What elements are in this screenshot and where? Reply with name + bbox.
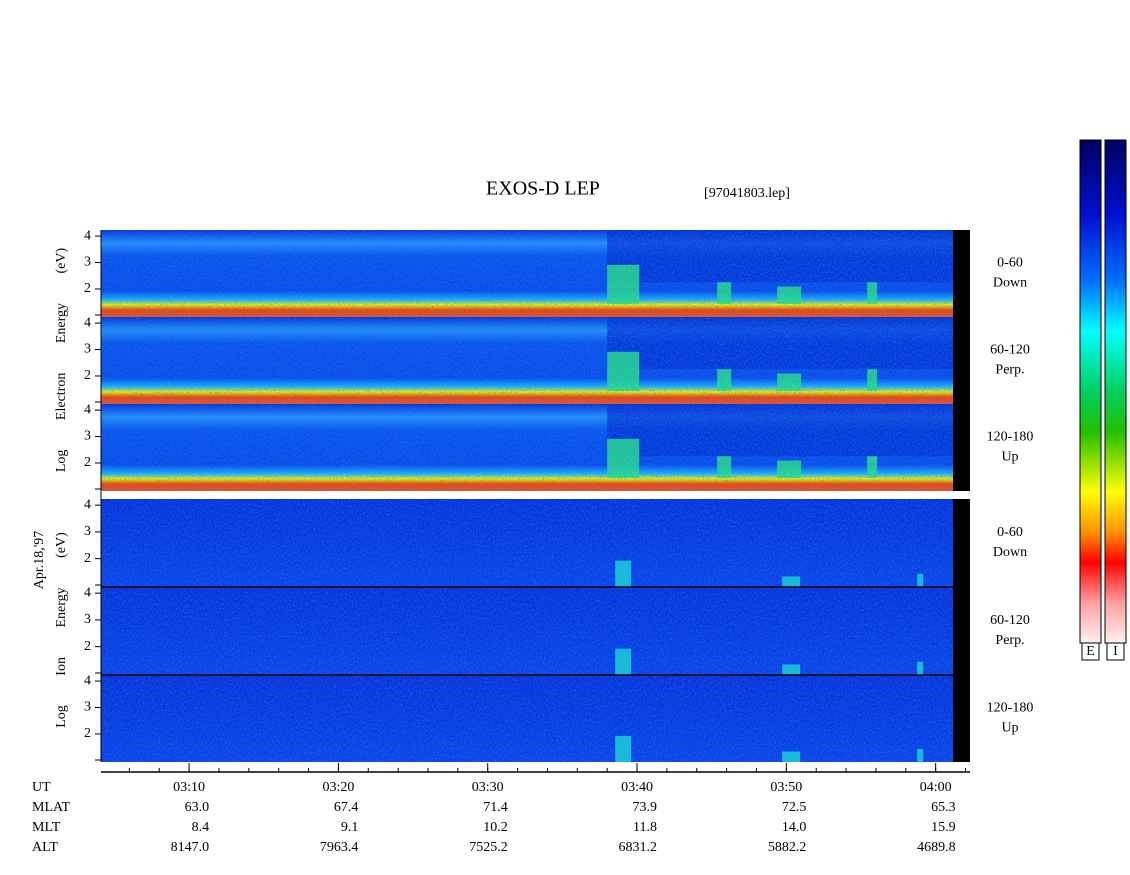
y-tick-label: 3	[84, 612, 91, 627]
row-value: 7525.2	[469, 840, 508, 855]
data-gap	[953, 230, 970, 317]
y-tick-label: 2	[84, 281, 91, 296]
colorbar-box	[1106, 642, 1125, 661]
row-value: 11.8	[633, 820, 657, 835]
spectrogram-noise	[101, 675, 953, 762]
y-tick-label: 4	[84, 497, 91, 512]
y-tick-label: 3	[84, 255, 91, 270]
colorbar-box	[1081, 642, 1100, 661]
y-tick-label: 3	[84, 429, 91, 444]
row-value: 8.4	[192, 820, 210, 835]
y-tick-label: 2	[84, 551, 91, 566]
spectrogram-noise	[101, 230, 953, 317]
row-value: 4689.8	[917, 840, 956, 855]
y-tick-label: 2	[84, 639, 91, 654]
row-label: MLAT	[32, 800, 71, 815]
panel-label: Down	[993, 276, 1027, 291]
row-value: 14.0	[782, 820, 807, 835]
row-value: 71.4	[483, 800, 508, 815]
chart-title: EXOS-D LEP	[486, 178, 600, 200]
data-gap	[953, 317, 970, 404]
y-tick-label: 2	[84, 368, 91, 383]
row-value: 15.9	[931, 820, 956, 835]
panel-label: Up	[1001, 450, 1018, 465]
x-tick-label: 03:10	[173, 780, 205, 795]
colorbar	[1104, 139, 1127, 644]
colorbars: E I	[1079, 139, 1127, 661]
data-gap	[953, 499, 970, 587]
y-axis-label: Log Electron Energy (eV)	[54, 248, 69, 473]
y-axis-label: Log Ion Energy (eV)	[54, 532, 69, 728]
y-tick-label: 2	[84, 455, 91, 470]
row-value: 5882.2	[768, 840, 807, 855]
y-tick-label: 3	[84, 342, 91, 357]
row-label: ALT	[32, 840, 58, 855]
colorbar-label: I	[1113, 644, 1118, 659]
row-value: 10.2	[483, 820, 508, 835]
y-tick-label: 4	[84, 228, 91, 243]
data-gap	[953, 587, 970, 675]
row-value: 67.4	[334, 800, 359, 815]
date-label: Apr.18,'97	[32, 531, 47, 590]
row-value: 72.5	[782, 800, 807, 815]
y-tick-label: 3	[84, 524, 91, 539]
colorbar	[1079, 139, 1102, 644]
spectrogram-noise	[101, 317, 953, 404]
y-tick-label: 4	[84, 402, 91, 417]
y-tick-label: 4	[84, 315, 91, 330]
panel-label: 0-60	[997, 256, 1023, 271]
x-tick-label: 03:40	[621, 780, 653, 795]
panel-label: 60-120	[990, 613, 1030, 628]
spectrogram-noise	[101, 499, 953, 587]
y-tick-label: 4	[84, 673, 91, 688]
panel-label: 120-180	[987, 430, 1034, 445]
spectrogram-noise	[101, 587, 953, 675]
x-tick-label: 03:20	[322, 780, 354, 795]
panel-label: Perp.	[995, 633, 1024, 648]
panel-label: 120-180	[987, 701, 1034, 716]
row-value: 7963.4	[320, 840, 359, 855]
y-tick-label: 3	[84, 700, 91, 715]
row-label: UT	[32, 780, 51, 795]
x-tick-label: 03:30	[472, 780, 504, 795]
spectrogram-noise	[101, 404, 953, 491]
y-tick-label: 4	[84, 585, 91, 600]
x-tick-label: 03:50	[770, 780, 802, 795]
x-tick-label: 04:00	[920, 780, 952, 795]
row-label: MLT	[32, 820, 61, 835]
panel-label: Down	[993, 545, 1027, 560]
row-value: 9.1	[341, 820, 359, 835]
row-value: 8147.0	[171, 840, 210, 855]
row-value: 73.9	[633, 800, 658, 815]
y-tick-label: 2	[84, 726, 91, 741]
panel-label: Perp.	[995, 363, 1024, 378]
row-value: 6831.2	[619, 840, 658, 855]
panel-label: 60-120	[990, 343, 1030, 358]
panel-label: Up	[1001, 721, 1018, 736]
data-gap	[953, 404, 970, 491]
row-value: 65.3	[931, 800, 956, 815]
panel-label: 0-60	[997, 525, 1023, 540]
data-gap	[953, 675, 970, 762]
colorbar-label: E	[1086, 644, 1095, 659]
file-name: [97041803.lep]	[704, 186, 790, 201]
row-value: 63.0	[185, 800, 210, 815]
